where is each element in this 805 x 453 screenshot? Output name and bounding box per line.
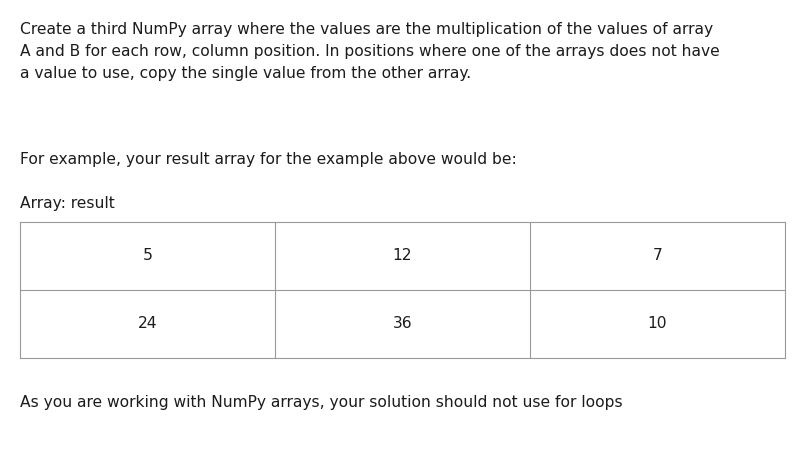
Text: Create a third NumPy array where the values are the multiplication of the values: Create a third NumPy array where the val… — [20, 22, 713, 37]
Text: For example, your result array for the example above would be:: For example, your result array for the e… — [20, 152, 517, 167]
Text: 7: 7 — [653, 249, 663, 264]
Text: 5: 5 — [142, 249, 152, 264]
Text: A and B for each row, column position. In positions where one of the arrays does: A and B for each row, column position. I… — [20, 44, 720, 59]
Text: a value to use, copy the single value from the other array.: a value to use, copy the single value fr… — [20, 66, 471, 81]
Text: As you are working with NumPy arrays, your solution should not use for loops: As you are working with NumPy arrays, yo… — [20, 395, 622, 410]
Text: 10: 10 — [648, 317, 667, 332]
Text: 12: 12 — [393, 249, 412, 264]
Text: Array: result: Array: result — [20, 196, 115, 211]
Text: 36: 36 — [393, 317, 412, 332]
Text: 24: 24 — [138, 317, 157, 332]
